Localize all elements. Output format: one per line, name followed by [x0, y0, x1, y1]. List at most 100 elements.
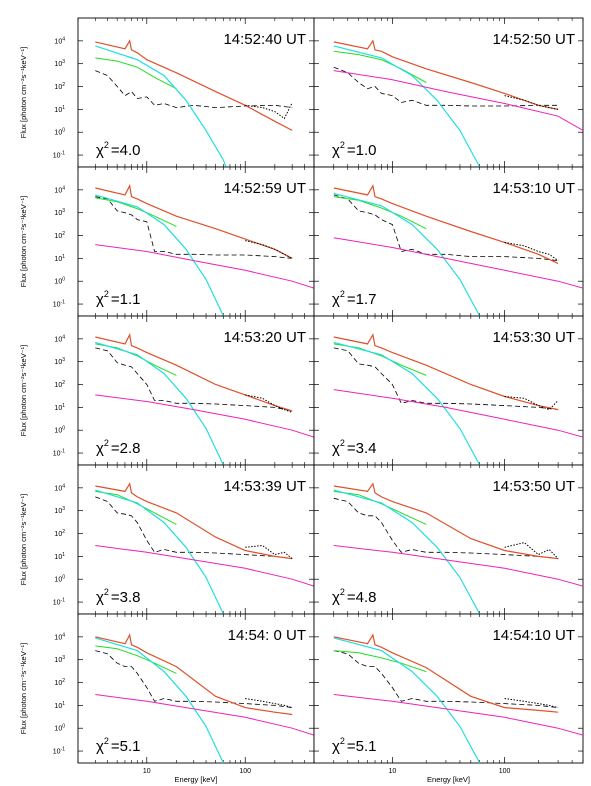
y-tick-base: 10 — [54, 726, 62, 733]
panel-plot-area — [95, 332, 314, 465]
y-tick-label: 10-1 — [53, 449, 65, 458]
panel-time-label: 14:52:40 UT — [223, 31, 306, 48]
total-fit-curve — [95, 39, 293, 131]
thermal-green-curve — [95, 197, 177, 227]
observed-tail-curve — [245, 698, 293, 709]
nonthermal-curve — [95, 545, 314, 587]
y-axis-label: Flux [photon cm⁻²s⁻¹keV⁻¹] — [19, 345, 28, 436]
background-curve — [333, 66, 559, 107]
thermal-cyan-curve — [333, 489, 481, 614]
y-tick-label: 104 — [54, 483, 65, 492]
y-tick-exponent: 3 — [62, 208, 65, 214]
chi-exponent: 2 — [340, 587, 345, 597]
y-tick-base: 10 — [54, 657, 62, 664]
y-axis-label: Flux [photon cm⁻²s⁻¹keV⁻¹] — [19, 196, 28, 287]
panel-time-label: 14:52:50 UT — [492, 31, 575, 48]
thermal-green-curve — [95, 645, 177, 674]
total-fit-curve — [333, 184, 559, 264]
thermal-green-curve — [95, 490, 177, 525]
observed-tail-curve — [245, 102, 293, 120]
chi-symbol: χ — [96, 440, 104, 457]
nonthermal-curve — [333, 694, 583, 736]
chi-value: =2.8 — [111, 440, 141, 457]
y-tick-label: 10-1 — [53, 598, 65, 607]
chi-symbol: χ — [332, 589, 340, 606]
y-tick-base: 10 — [54, 61, 62, 68]
y-tick-base: 10 — [54, 38, 62, 45]
y-tick-exponent: 1 — [62, 254, 65, 260]
observed-tail-curve — [504, 95, 559, 110]
chi-exponent: 2 — [340, 438, 345, 448]
y-tick-base: 10 — [54, 405, 62, 412]
y-tick-base: 10 — [54, 187, 62, 194]
background-curve — [333, 497, 559, 559]
thermal-green-curve — [95, 57, 177, 90]
chi-value: =4.8 — [347, 589, 377, 606]
y-tick-exponent: 1 — [62, 552, 65, 558]
y-tick-exponent: 4 — [62, 632, 65, 638]
y-tick-base: 10 — [54, 256, 62, 263]
y-tick-exponent: 4 — [62, 36, 65, 42]
y-tick-label: 100 — [54, 724, 65, 733]
y-tick-exponent: -1 — [61, 747, 66, 753]
thermal-cyan-curve — [333, 637, 481, 763]
y-tick-label: 103 — [54, 59, 65, 68]
chi-value: =1.1 — [111, 291, 141, 308]
y-tick-exponent: 2 — [62, 82, 65, 88]
panel-frame — [313, 315, 584, 466]
chi-square-label: χ2 =5.1 — [96, 736, 141, 755]
nonthermal-curve — [333, 70, 583, 131]
y-tick-exponent: 1 — [62, 105, 65, 111]
observed-tail-curve — [504, 396, 559, 411]
y-tick-base: 10 — [54, 577, 62, 584]
y-tick-exponent: 2 — [62, 529, 65, 535]
chi-exponent: 2 — [340, 736, 345, 746]
thermal-cyan-curve — [333, 341, 481, 465]
y-tick-exponent: 2 — [62, 231, 65, 237]
y-tick-label: 100 — [54, 575, 65, 584]
total-fit-curve — [333, 633, 559, 713]
y-tick-exponent: 3 — [62, 357, 65, 363]
chi-exponent: 2 — [104, 736, 109, 746]
background-curve — [333, 347, 559, 410]
thermal-cyan-curve — [95, 45, 227, 167]
chi-symbol: χ — [96, 142, 104, 159]
observed-tail-curve — [504, 698, 559, 709]
thermal-green-curve — [333, 196, 427, 230]
y-tick-exponent: 4 — [62, 185, 65, 191]
y-axis-label: Flux [photon cm⁻²s⁻¹keV⁻¹] — [19, 47, 28, 138]
panel-plot-area — [95, 482, 314, 614]
chi-value: =3.4 — [347, 440, 377, 457]
thermal-cyan-curve — [95, 637, 224, 763]
panel-plot-area — [333, 39, 583, 167]
panel-frame — [77, 166, 315, 317]
y-tick-label: 103 — [54, 357, 65, 366]
chi-symbol: χ — [332, 440, 340, 457]
nonthermal-curve — [333, 545, 583, 587]
panel-time-label: 14:53:10 UT — [492, 180, 575, 197]
y-tick-label: 101 — [54, 403, 65, 412]
panel-time-label: 14:54: 0 UT — [228, 627, 306, 644]
y-tick-base: 10 — [54, 703, 62, 710]
panel-frame — [313, 613, 584, 764]
total-fit-curve — [333, 39, 559, 110]
chi-symbol: χ — [332, 291, 340, 308]
panel-plot-area — [333, 482, 583, 614]
y-tick-exponent: 0 — [62, 128, 65, 134]
y-tick-base: 10 — [54, 130, 62, 137]
chi-square-label: χ2 =5.1 — [332, 736, 377, 755]
y-tick-base: 10 — [53, 451, 61, 458]
chi-square-label: χ2 =3.4 — [332, 438, 377, 457]
panel-frame — [77, 613, 315, 764]
y-tick-label: 100 — [54, 277, 65, 286]
y-tick-label: 104 — [54, 632, 65, 641]
spectrum-panel: 14:53:10 UT χ2 =1.7 — [313, 166, 584, 317]
x-tick-label: 10 — [143, 768, 151, 775]
y-tick-base: 10 — [54, 336, 62, 343]
y-tick-exponent: 0 — [62, 575, 65, 581]
y-tick-label: 101 — [54, 701, 65, 710]
y-axis-label: Flux [photon cm⁻²s⁻¹keV⁻¹] — [19, 494, 28, 585]
